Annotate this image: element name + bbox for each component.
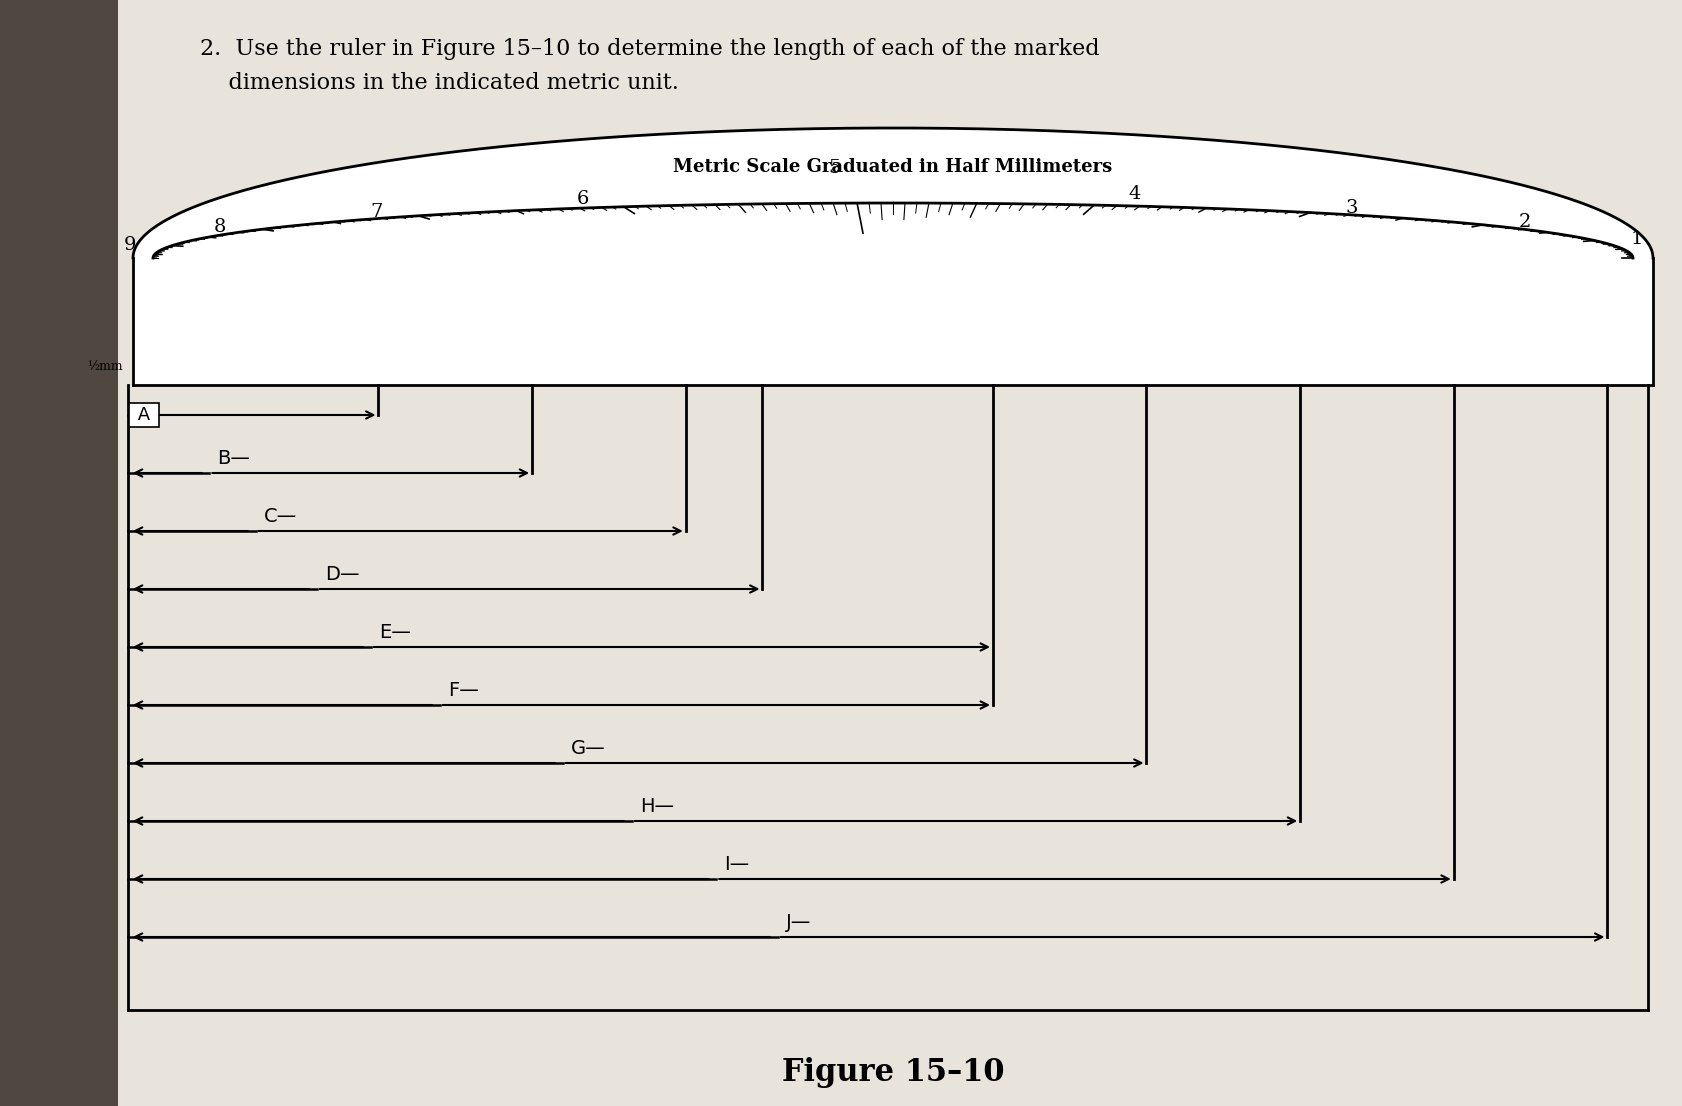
- Text: H—: H—: [639, 797, 673, 816]
- Text: Metric Scale Graduated in Half Millimeters: Metric Scale Graduated in Half Millimete…: [673, 158, 1112, 176]
- Text: E—: E—: [378, 623, 410, 641]
- Text: 2.  Use the ruler in Figure 15–10 to determine the length of each of the marked: 2. Use the ruler in Figure 15–10 to dete…: [200, 38, 1098, 60]
- Polygon shape: [133, 128, 1652, 385]
- Text: 1: 1: [1630, 230, 1642, 249]
- Text: B—: B—: [217, 449, 251, 468]
- Text: 2: 2: [1517, 213, 1531, 231]
- Text: J—: J—: [785, 912, 811, 932]
- Text: D—: D—: [325, 565, 360, 584]
- Text: 7: 7: [370, 204, 382, 221]
- Text: 3: 3: [1346, 199, 1357, 217]
- Text: 4: 4: [1129, 186, 1140, 204]
- Text: 9: 9: [123, 236, 136, 254]
- Bar: [0, 0, 118, 1106]
- Text: dimensions in the indicated metric unit.: dimensions in the indicated metric unit.: [200, 72, 678, 94]
- Text: A: A: [131, 406, 156, 424]
- Text: ½mm: ½mm: [87, 361, 123, 374]
- Text: F—: F—: [447, 681, 478, 700]
- Text: C—: C—: [264, 507, 296, 526]
- Text: I—: I—: [723, 855, 748, 874]
- Text: Figure 15–10: Figure 15–10: [780, 1056, 1004, 1087]
- Text: 6: 6: [575, 190, 589, 208]
- Text: 8: 8: [214, 218, 227, 237]
- Text: 5: 5: [828, 159, 839, 177]
- Text: G—: G—: [570, 739, 606, 758]
